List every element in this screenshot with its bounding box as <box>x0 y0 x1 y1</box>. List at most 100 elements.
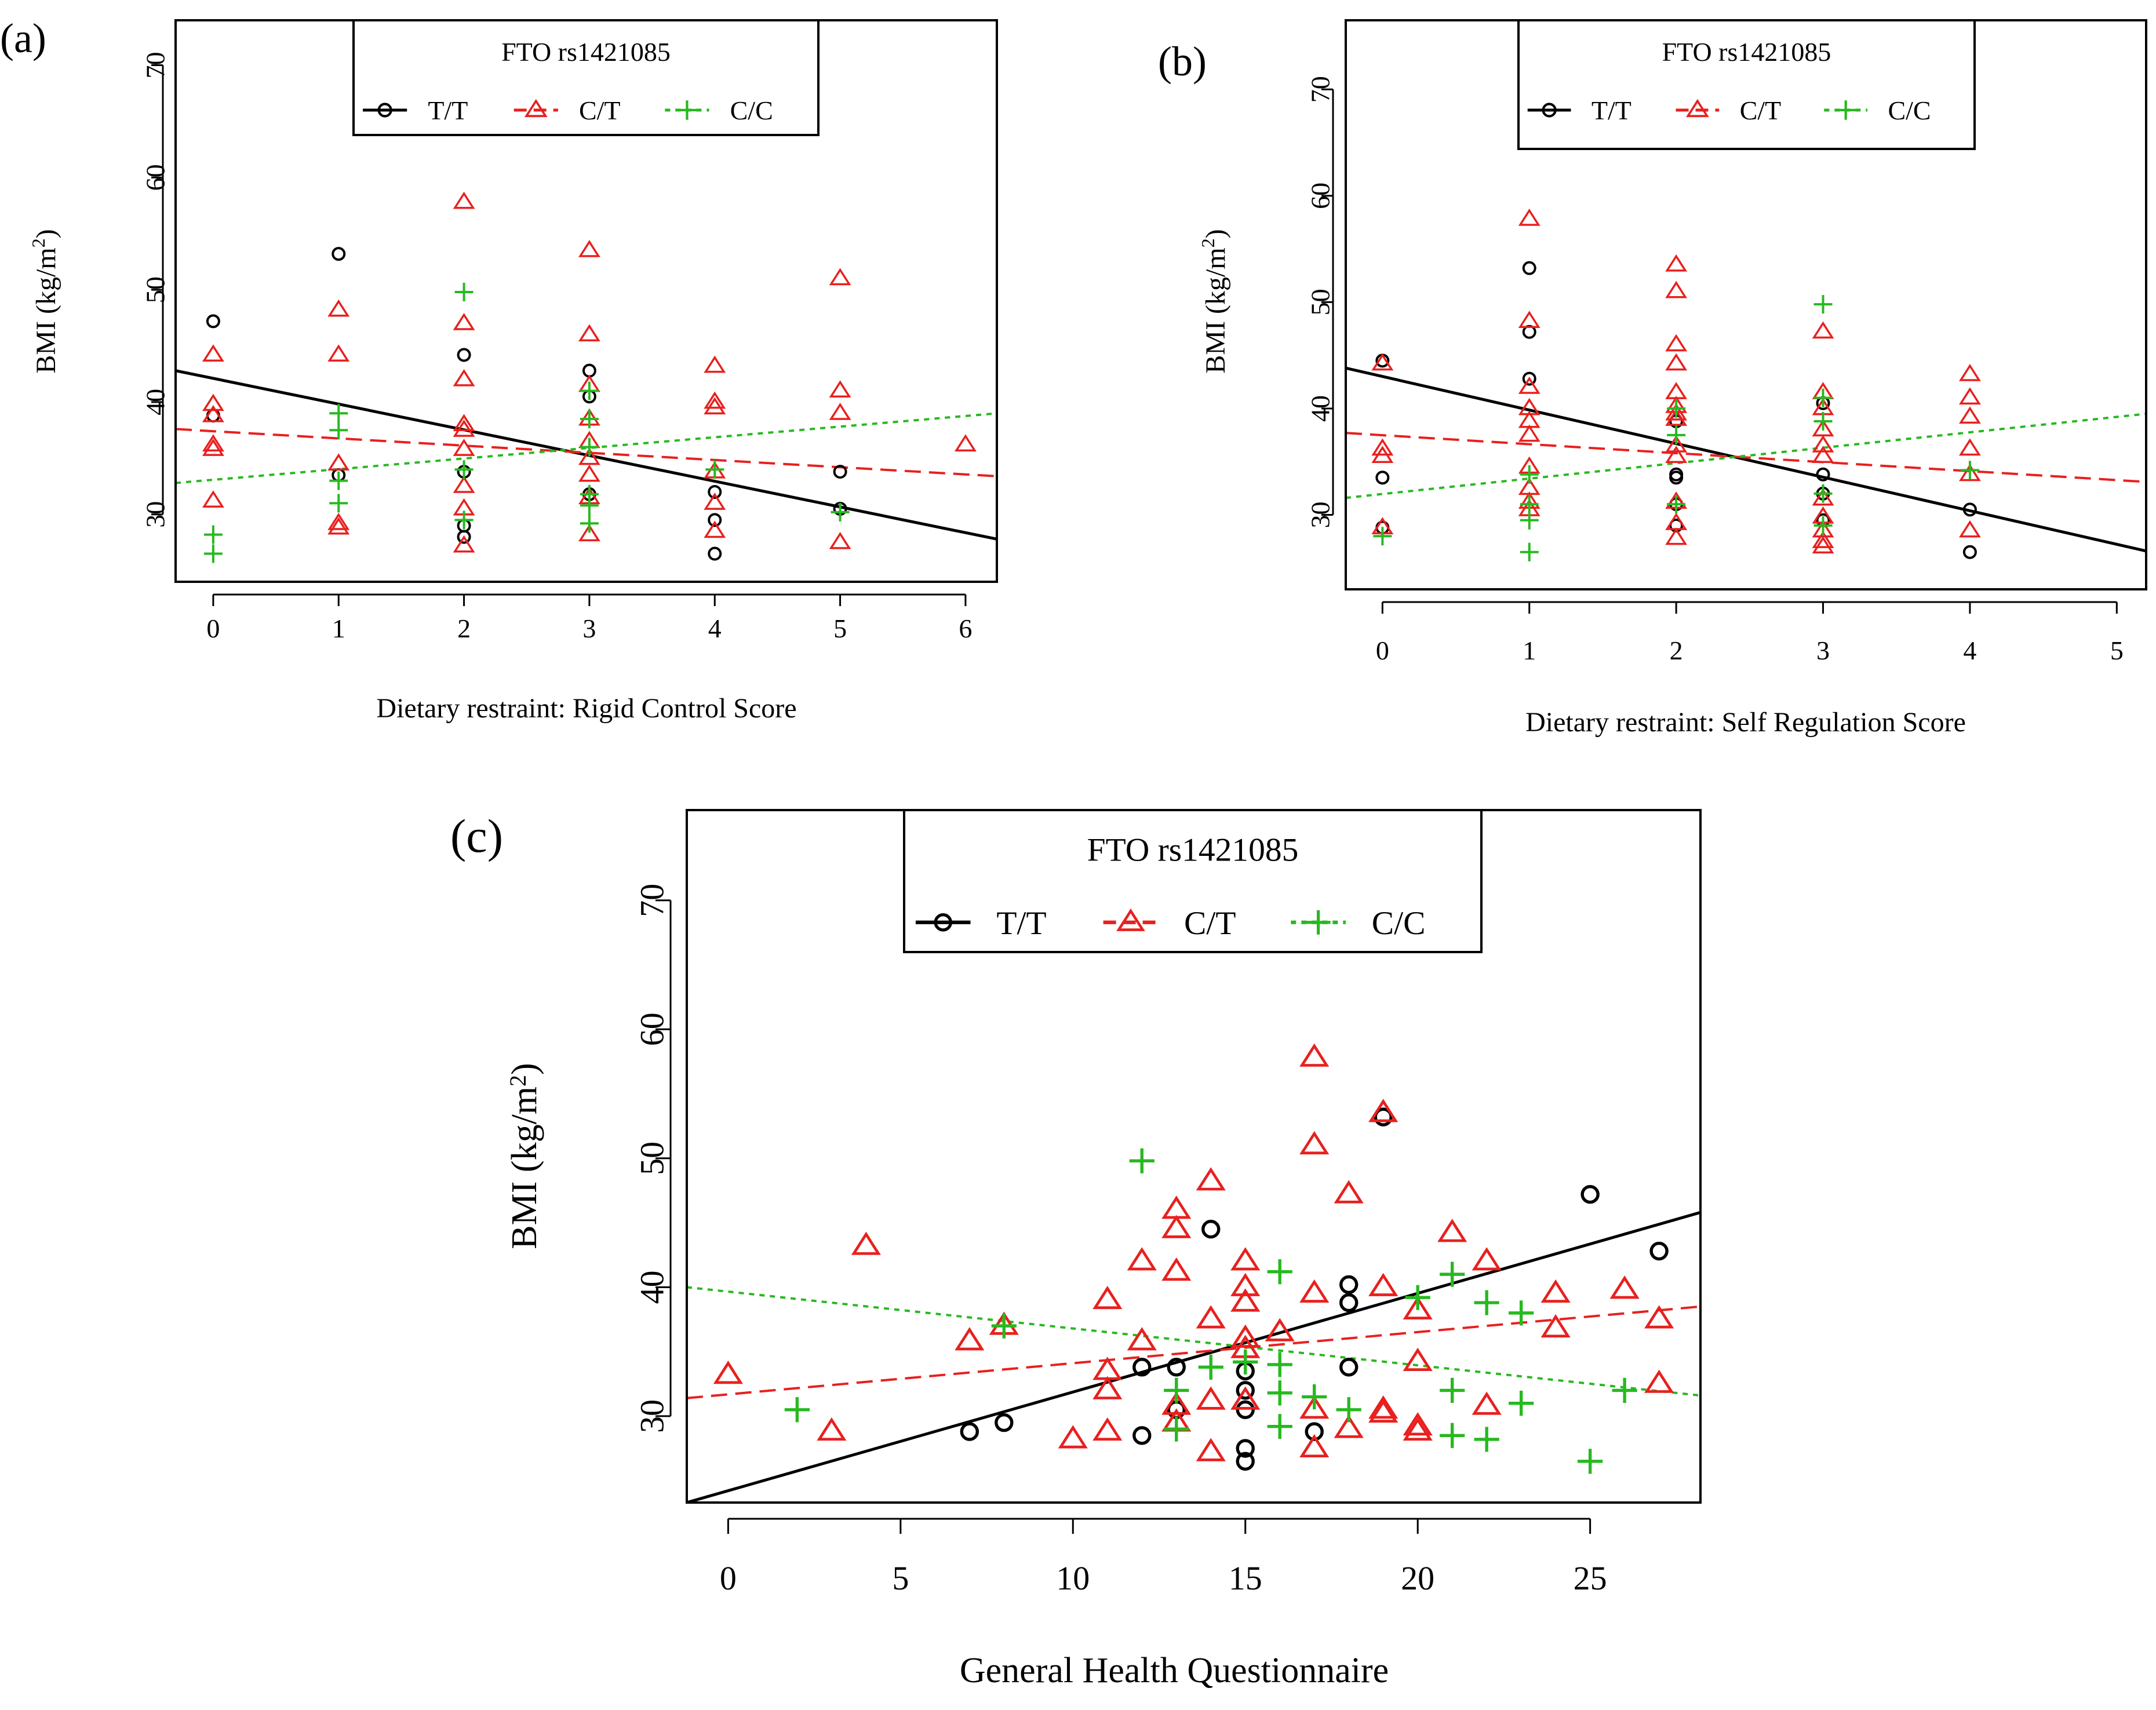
point-cc <box>1440 1377 1465 1403</box>
point-ct <box>1299 1279 1330 1303</box>
point-cc <box>1302 1384 1327 1410</box>
point-ct <box>1958 438 1981 456</box>
y-tick-label: 70 <box>633 884 671 917</box>
y-tick-label: 70 <box>141 52 170 79</box>
legend-marker-ct <box>1686 99 1709 118</box>
point-tt <box>1339 1293 1359 1312</box>
point-tt <box>457 348 471 362</box>
y-tick-label: 60 <box>1306 183 1335 209</box>
point-cc <box>1509 1391 1534 1416</box>
y-tick-label: 60 <box>633 1012 671 1046</box>
point-tt <box>960 1422 979 1441</box>
legend-label-cc: C/C <box>1372 905 1426 942</box>
point-cc <box>329 404 348 423</box>
legend-label-ct: C/T <box>1184 905 1236 942</box>
point-ct <box>1812 446 1834 464</box>
legend-label-tt: T/T <box>996 905 1046 942</box>
panel-a: (a) 0 1 2 3 4 5 6 30 40 50 60 70 Dietary restraint: R… <box>0 15 998 724</box>
fit-line-ct <box>176 428 997 477</box>
point-ct <box>704 391 726 409</box>
point-tt <box>1669 471 1684 485</box>
point-ct <box>1958 363 1981 381</box>
x-tick-label: 15 <box>1229 1559 1262 1597</box>
point-tt <box>1522 371 1536 386</box>
point-ct <box>1665 280 1688 298</box>
y-axis-label-sup: 2 <box>1197 238 1218 247</box>
point-ct <box>704 397 726 415</box>
point-ct <box>955 1327 985 1351</box>
point-ct <box>1230 1324 1261 1348</box>
point-cc <box>1336 1397 1361 1423</box>
x-tick-label: 1 <box>1523 636 1536 665</box>
x-tick-label: 10 <box>1056 1559 1090 1597</box>
point-ct <box>578 447 600 465</box>
point-ct <box>578 464 600 482</box>
x-tick-label: 5 <box>833 614 847 643</box>
point-ct <box>578 240 600 257</box>
point-ct <box>1540 1314 1571 1338</box>
point-ct <box>1518 311 1540 328</box>
legend-marker-cc <box>677 100 697 120</box>
point-ct <box>1958 387 1981 405</box>
point-cc <box>1813 484 1833 503</box>
point-ct <box>453 313 475 330</box>
x-axis-label: Dietary restraint: Rigid Control Score <box>376 693 796 724</box>
point-ct <box>202 439 224 456</box>
x-tick-label: 4 <box>1963 636 1976 665</box>
point-cc <box>1667 399 1686 418</box>
y-axis-label-close: ) <box>1200 229 1231 238</box>
point-tt <box>1339 1275 1359 1295</box>
point-ct <box>1127 1327 1157 1351</box>
legend-marker-cc <box>1835 100 1856 120</box>
point-ct <box>202 393 224 411</box>
point-ct <box>1230 1273 1261 1296</box>
fit-line-cc <box>687 1286 1700 1397</box>
point-ct <box>851 1231 881 1255</box>
y-tick-label: 50 <box>1306 289 1335 315</box>
point-ct <box>1665 403 1688 421</box>
x-tick-label: 3 <box>582 614 596 643</box>
point-ct <box>704 493 726 510</box>
legend-label-tt: T/T <box>428 96 468 125</box>
point-cc <box>329 471 348 490</box>
legend-marker-ct <box>1116 908 1145 931</box>
x-tick-label: 2 <box>1670 636 1683 665</box>
point-ct <box>1299 1395 1330 1419</box>
point-tt <box>1236 1452 1255 1471</box>
point-cc <box>329 494 348 513</box>
point-cc <box>1520 511 1539 530</box>
y-axis-label-text: BMI (kg/m <box>505 1086 544 1249</box>
point-ct <box>1334 1414 1364 1438</box>
point-cc <box>1474 1427 1499 1452</box>
legend: FTO rs1421085 T/T C/T C/C <box>352 19 820 136</box>
point-cc <box>1813 516 1833 535</box>
point-tt <box>1816 467 1830 482</box>
point-ct <box>1161 1215 1192 1238</box>
point-ct <box>1403 1347 1433 1371</box>
point-ct <box>1368 1399 1399 1423</box>
point-ct <box>1958 406 1981 424</box>
y-tick-label: 30 <box>1306 502 1335 528</box>
point-ct <box>1196 1167 1226 1191</box>
point-ct <box>1518 208 1540 226</box>
point-cc <box>580 437 599 457</box>
point-ct <box>1665 254 1688 272</box>
y-tick-label: 40 <box>1306 395 1335 422</box>
point-tt <box>332 247 346 261</box>
y-axis-label-close: ) <box>505 1063 544 1075</box>
plot-area <box>1346 208 2146 562</box>
legend-marker-tt <box>1542 103 1557 118</box>
point-cc <box>203 544 223 563</box>
y-tick-label: 40 <box>633 1270 671 1304</box>
point-cc <box>1164 1416 1189 1442</box>
y-axis-label-sup: 2 <box>505 1075 531 1086</box>
x-tick-label: 20 <box>1401 1559 1434 1597</box>
point-cc <box>1520 465 1539 484</box>
point-ct <box>1371 446 1394 464</box>
point-ct <box>453 439 475 456</box>
x-tick-label: 0 <box>720 1559 737 1597</box>
point-ct <box>1161 1257 1192 1281</box>
point-cc <box>1164 1377 1189 1403</box>
legend-label-cc: C/C <box>1888 96 1931 125</box>
point-ct <box>453 191 475 209</box>
